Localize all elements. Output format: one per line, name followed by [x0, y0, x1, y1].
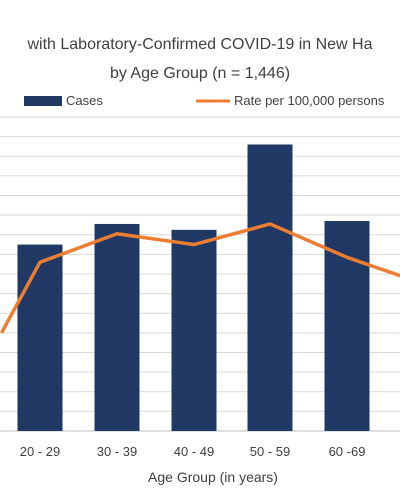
x-axis-title: Age Group (in years) — [148, 469, 278, 485]
bars — [17, 144, 370, 431]
x-tick-label: 50 - 59 — [250, 444, 290, 459]
chart-title-line-1: with Laboratory-Confirmed COVID-19 in Ne… — [26, 36, 372, 53]
legend-swatch-cases — [24, 96, 62, 106]
bar-cases-0 — [17, 244, 63, 431]
legend: Cases Rate per 100,000 persons — [24, 93, 385, 108]
rate-line-path — [0, 222, 400, 334]
bar-cases-3 — [247, 144, 293, 431]
bar-cases-1 — [94, 223, 140, 431]
x-tick-labels: 20 - 29 30 - 39 40 - 49 50 - 59 60 -69 — [20, 444, 366, 459]
x-tick-label: 40 - 49 — [174, 444, 214, 459]
chart-title-line-2: by Age Group (n = 1,446) — [110, 65, 290, 82]
rate-line — [0, 222, 400, 334]
x-tick-label: 60 -69 — [329, 444, 366, 459]
bar-cases-2 — [171, 229, 217, 431]
gridlines — [0, 116, 400, 432]
legend-label-rate: Rate per 100,000 persons — [234, 93, 385, 108]
legend-label-cases: Cases — [66, 93, 103, 108]
bar-cases-4 — [324, 221, 370, 431]
x-tick-label: 30 - 39 — [97, 444, 137, 459]
x-tick-label: 20 - 29 — [20, 444, 60, 459]
